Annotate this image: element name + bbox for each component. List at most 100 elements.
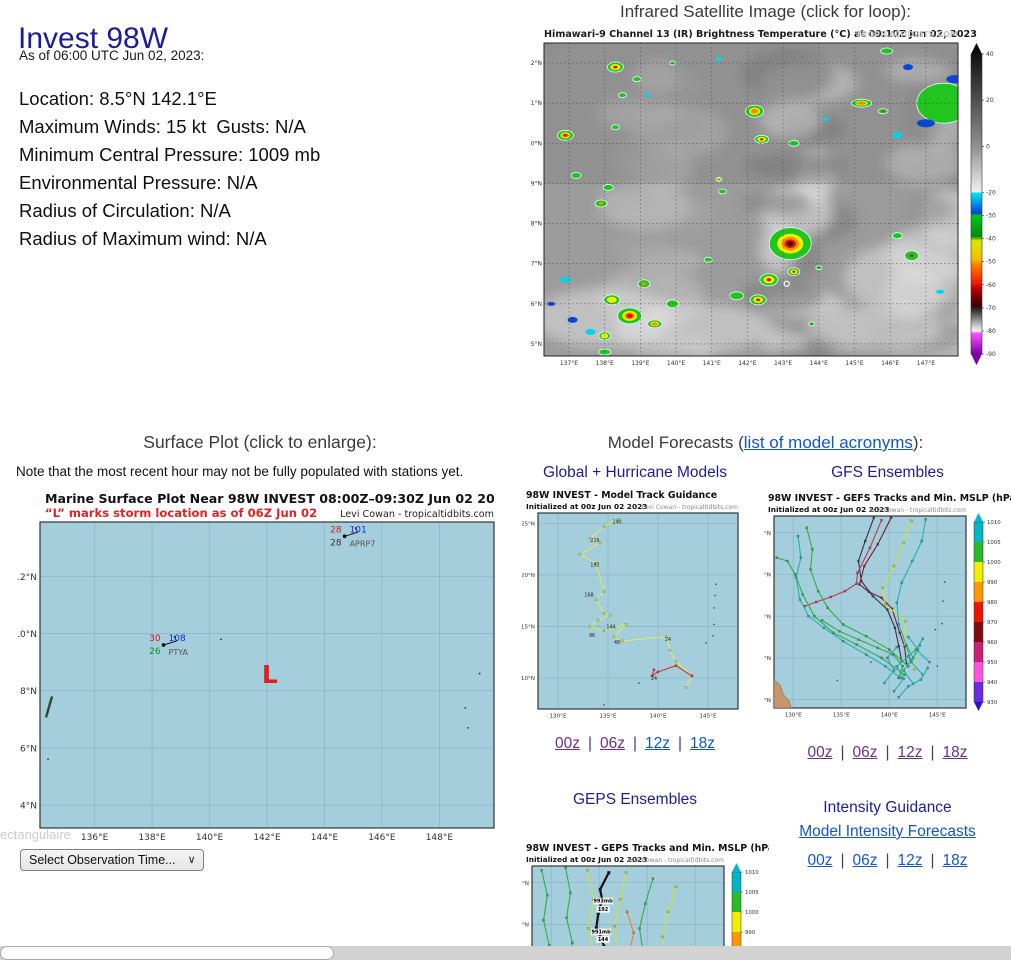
svg-text:135°E: 135°E [599, 714, 616, 720]
svg-text:96: 96 [589, 633, 595, 639]
svg-text:20°N: 20°N [522, 923, 529, 929]
corner-watermark-fragment: ectangulaire [0, 827, 71, 842]
svg-text:137°E: 137°E [560, 360, 578, 367]
time-link-12z[interactable]: 12z [645, 735, 671, 752]
panel-heading-geps-ensembles: GEPS Ensembles [572, 791, 698, 808]
svg-text:140°E: 140°E [196, 833, 224, 843]
model-forecasts-title-pre: Model Forecasts ( [607, 433, 744, 452]
svg-text:Initialized at 00z Jun 02 2023: Initialized at 00z Jun 02 2023 [526, 502, 647, 511]
svg-text:980: 980 [987, 600, 998, 606]
observation-time-select[interactable]: Select Observation Time... ∨ [20, 849, 204, 871]
svg-text:28: 28 [330, 538, 342, 548]
panel-heading-intensity-guidance: Intensity Guidance [823, 799, 952, 816]
svg-text:139°E: 139°E [631, 360, 649, 367]
svg-text:192: 192 [598, 907, 609, 913]
time-link-00z[interactable]: 00z [807, 744, 833, 761]
svg-text:990: 990 [987, 580, 998, 586]
svg-text:25°N: 25°N [764, 531, 771, 537]
svg-text:146°E: 146°E [368, 833, 396, 843]
svg-text:1000: 1000 [987, 560, 1001, 566]
svg-text:144°E: 144°E [311, 833, 339, 843]
svg-text:15°N: 15°N [522, 625, 535, 631]
horizontal-scrollbar[interactable] [0, 946, 1011, 960]
time-link-06z[interactable]: 06z [599, 735, 625, 752]
svg-text:10°N: 10°N [522, 676, 535, 682]
svg-text:140°E: 140°E [667, 360, 685, 367]
link-separator: | [678, 735, 683, 752]
svg-text:8°N: 8°N [531, 221, 542, 228]
as-of-line: As of 06:00 UTC Jun 02, 2023: [19, 48, 205, 63]
page-title: Invest 98W [18, 22, 169, 56]
model-intensity-forecasts-link[interactable]: Model Intensity Forecasts [799, 823, 976, 840]
svg-text:142°E: 142°E [738, 360, 756, 367]
model-intensity-forecasts-wrap: Model Intensity Forecasts [764, 823, 1011, 841]
time-link-18z[interactable]: 18z [690, 735, 716, 752]
link-separator: | [840, 852, 845, 869]
svg-text:950: 950 [987, 660, 998, 666]
svg-text:9°N: 9°N [531, 180, 542, 187]
svg-text:135°E: 135°E [833, 713, 850, 719]
svg-text:L: L [262, 660, 278, 689]
svg-text:993mb: 993mb [593, 899, 613, 905]
svg-text:8°N: 8°N [20, 687, 37, 697]
time-link-18z[interactable]: 18z [942, 852, 968, 869]
geps-ensembles-image[interactable]: 98W INVEST - GEPS Tracks and Min. MSLP (… [522, 842, 769, 946]
detail-location: Location: 8.5°N 142.1°E [19, 88, 217, 109]
time-link-06z[interactable]: 06z [852, 852, 878, 869]
svg-text:136°E: 136°E [81, 833, 109, 843]
svg-text:12°N: 12°N [18, 573, 37, 583]
svg-text:970: 970 [987, 620, 998, 626]
link-separator: | [885, 852, 890, 869]
time-link-12z[interactable]: 12z [897, 744, 923, 761]
svg-text:130°E: 130°E [549, 714, 566, 720]
model-track-guidance-image[interactable]: 98W INVEST - Model Track Guidance Initial… [521, 489, 748, 729]
svg-text:24: 24 [651, 676, 657, 682]
chevron-down-icon: ∨ [187, 853, 196, 866]
time-link-00z[interactable]: 00z [807, 852, 833, 869]
svg-text:5°N: 5°N [764, 698, 771, 704]
svg-text:1010: 1010 [745, 870, 759, 876]
link-separator: | [840, 744, 845, 761]
svg-text:Himawari-9 Channel 13 (IR) Bri: Himawari-9 Channel 13 (IR) Brightness Te… [544, 29, 977, 40]
model-forecasts-title-post: ): [912, 433, 924, 452]
time-link-00z[interactable]: 00z [554, 735, 580, 752]
time-link-12z[interactable]: 12z [897, 852, 923, 869]
link-separator: | [587, 735, 592, 752]
svg-text:-80: -80 [986, 328, 996, 335]
svg-text:930: 930 [987, 700, 998, 706]
time-links-gfs-ensembles: 00z | 06z | 12z | 18z [764, 744, 1011, 762]
svg-text:130°E: 130°E [785, 713, 802, 719]
svg-text:138°E: 138°E [138, 833, 166, 843]
detail-max-winds: Maximum Winds: 15 kt Gusts: N/A [19, 116, 306, 137]
svg-text:10°N: 10°N [530, 140, 542, 147]
svg-text:144: 144 [598, 937, 609, 943]
storm-details: Location: 8.5°N 142.1°E Maximum Winds: 1… [19, 85, 320, 253]
time-links-global-models: 00z | 06z | 12z | 18z [522, 735, 748, 753]
model-acronyms-link[interactable]: list of model acronyms [743, 433, 913, 452]
time-link-06z[interactable]: 06z [852, 744, 878, 761]
infrared-satellite-image[interactable]: Himawari-9 Channel 13 (IR) Brightness Te… [527, 28, 1011, 376]
svg-text:5°N: 5°N [531, 341, 542, 348]
time-links-intensity: 00z | 06z | 12z | 18z [764, 852, 1011, 870]
scrollbar-thumb[interactable] [0, 946, 334, 960]
svg-text:“L” marks storm location as of: “L” marks storm location as of 06Z Jun 0… [45, 506, 317, 520]
svg-text:98W INVEST - GEFS Tracks and M: 98W INVEST - GEFS Tracks and Min. MSLP (… [768, 493, 1011, 504]
svg-text:101: 101 [350, 525, 367, 535]
surface-note: Note that the most recent hour may not b… [16, 464, 464, 479]
svg-text:12°N: 12°N [530, 60, 542, 67]
svg-text:1000: 1000 [745, 910, 759, 916]
svg-text:1010: 1010 [987, 520, 1001, 526]
svg-text:40: 40 [986, 51, 994, 58]
surface-plot-image[interactable]: Marine Surface Plot Near 98W INVEST 08:0… [14, 491, 512, 846]
gefs-ensembles-image[interactable]: 98W INVEST - GEFS Tracks and Min. MSLP (… [757, 492, 1011, 720]
time-link-18z[interactable]: 18z [942, 744, 968, 761]
svg-text:10°N: 10°N [18, 630, 37, 640]
svg-text:-70: -70 [986, 305, 996, 312]
svg-text:145°E: 145°E [699, 714, 716, 720]
svg-text:1005: 1005 [987, 540, 1001, 546]
svg-text:240: 240 [612, 519, 621, 525]
svg-text:147°E: 147°E [917, 360, 935, 367]
svg-text:990: 990 [745, 930, 756, 936]
svg-text:20°N: 20°N [764, 573, 771, 579]
svg-text:960: 960 [987, 640, 998, 646]
